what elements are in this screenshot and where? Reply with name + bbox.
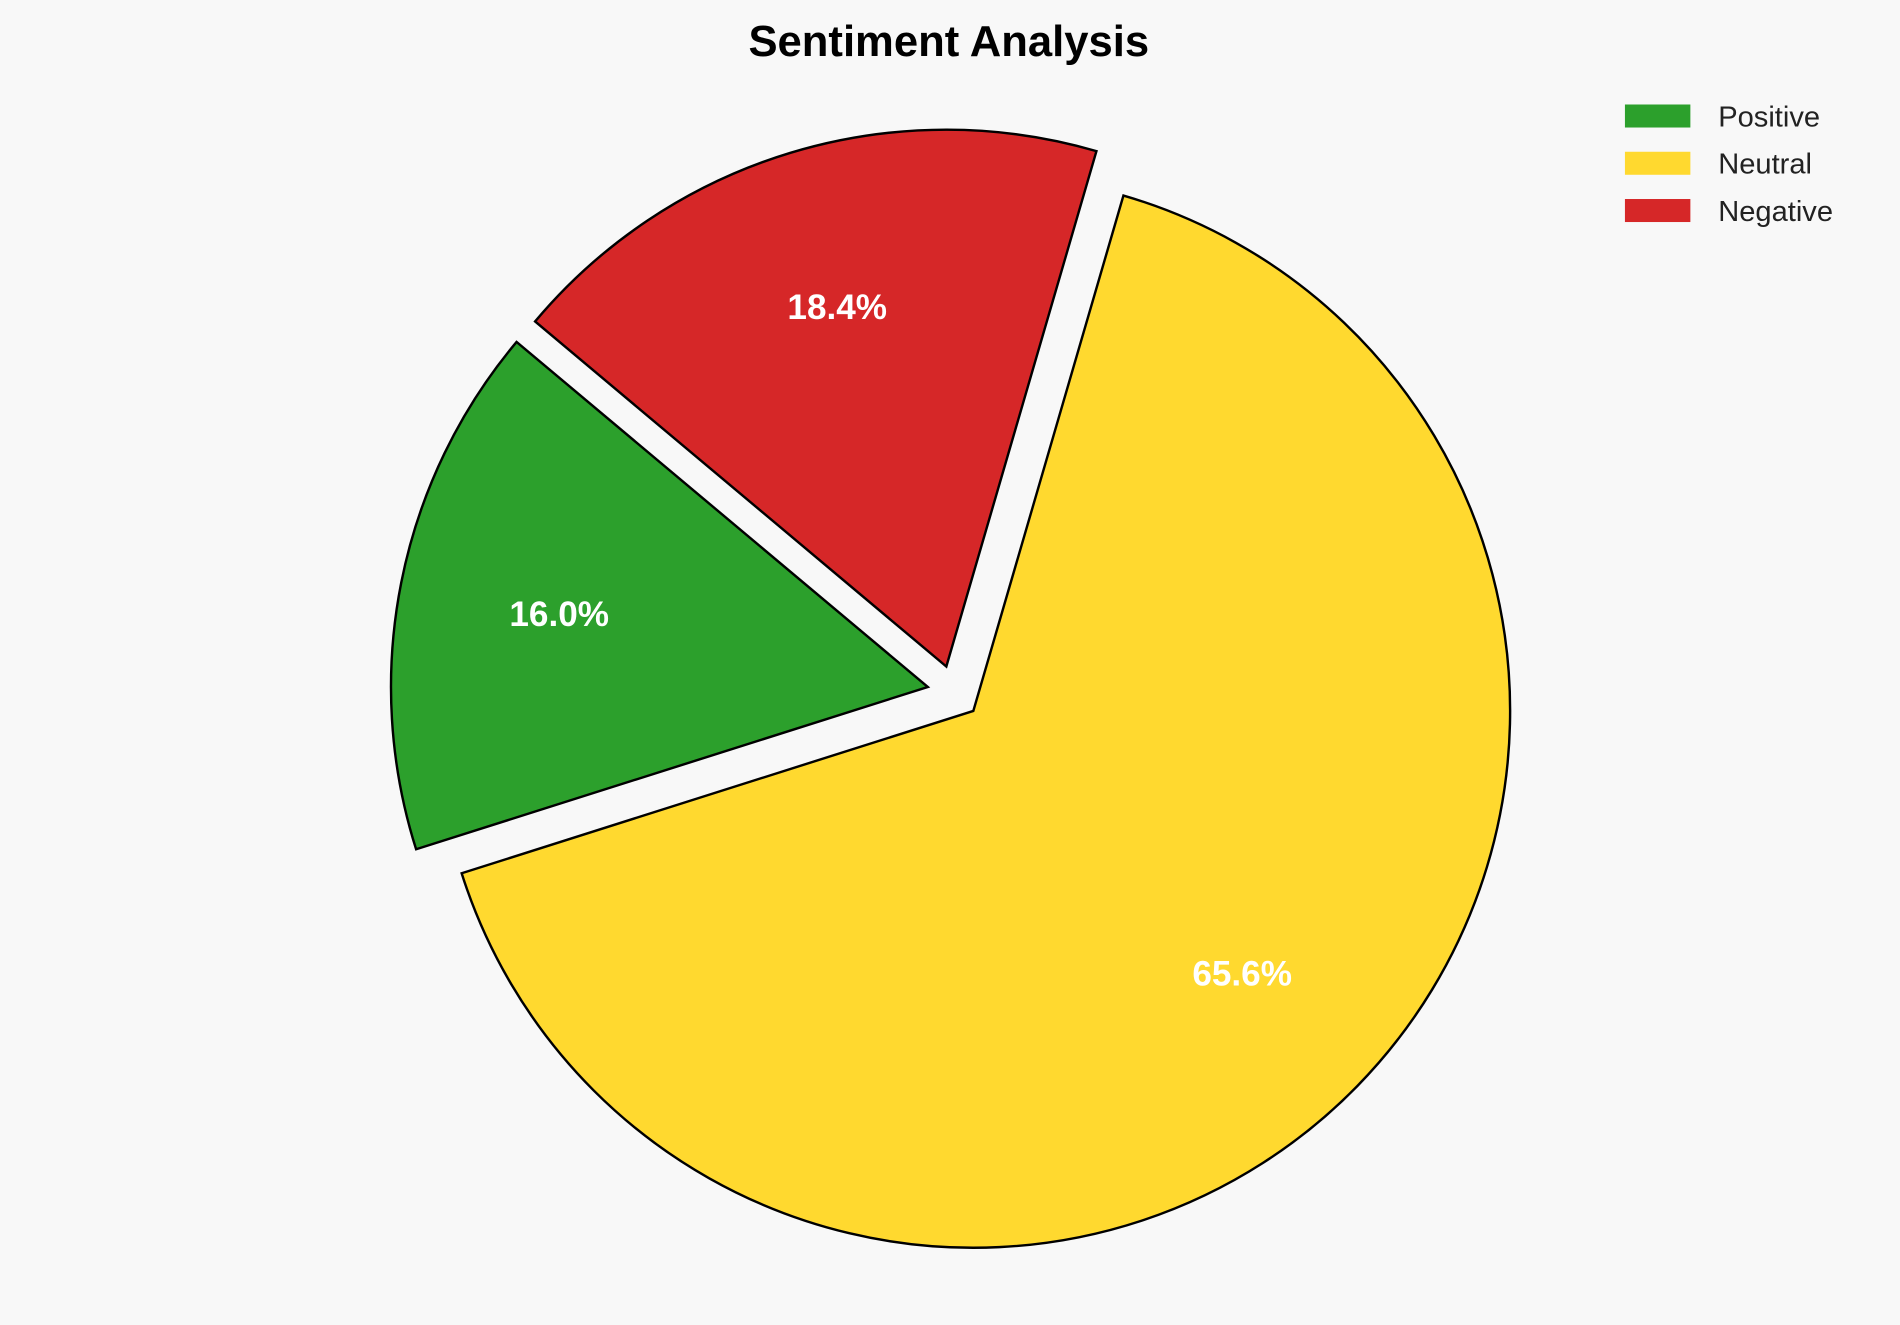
pie-slice-negative bbox=[533, 128, 1098, 669]
slice-label-negative: 18.4% bbox=[787, 288, 887, 327]
legend: Positive Neutral Negative bbox=[1624, 101, 1833, 228]
legend-label-neutral: Neutral bbox=[1718, 149, 1812, 181]
pie-labels: 16.0% 65.6% 18.4% bbox=[509, 288, 1292, 994]
slice-label-neutral: 65.6% bbox=[1192, 955, 1292, 994]
legend-label-positive: Positive bbox=[1718, 101, 1820, 133]
pie-slice-neutral bbox=[460, 194, 1512, 1249]
pie-slices bbox=[389, 128, 1512, 1249]
chart-title: Sentiment Analysis bbox=[748, 18, 1149, 66]
legend-swatch-positive bbox=[1624, 104, 1691, 128]
slice-label-positive: 16.0% bbox=[509, 595, 609, 634]
legend-swatch-neutral bbox=[1624, 151, 1691, 175]
pie-slice-positive bbox=[389, 340, 931, 851]
legend-label-negative: Negative bbox=[1718, 196, 1833, 228]
legend-swatch-negative bbox=[1624, 199, 1691, 223]
